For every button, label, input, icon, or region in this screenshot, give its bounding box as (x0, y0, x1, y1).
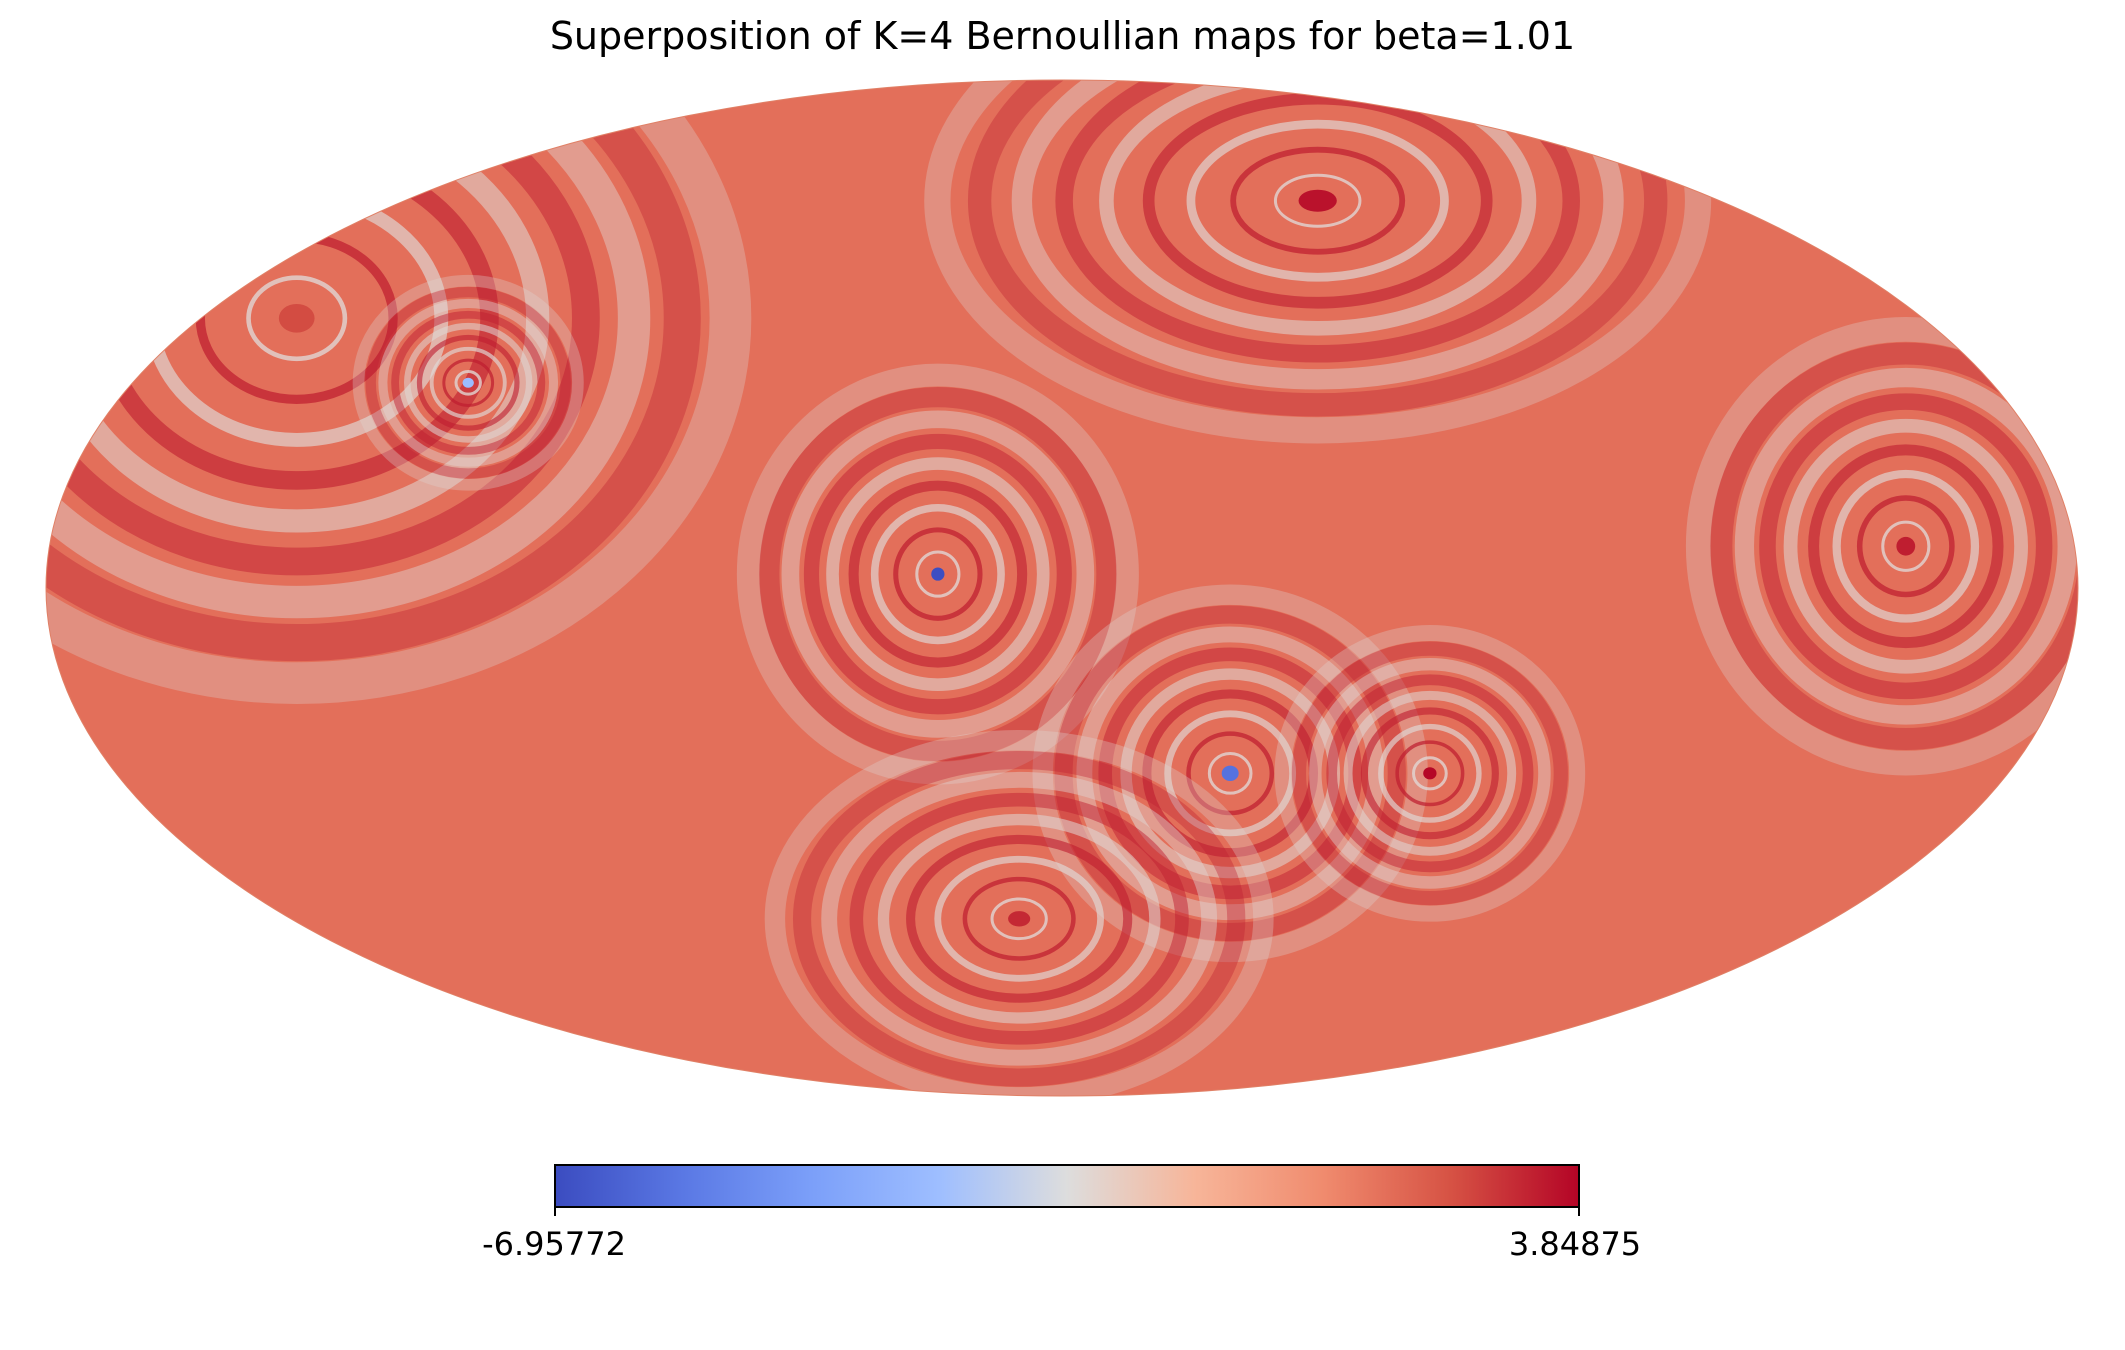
ring-1-2 (442, 358, 495, 407)
ring-1-1 (454, 369, 482, 396)
ring-7-1 (1881, 520, 1931, 572)
ring-6-7 (821, 771, 1218, 1066)
ring-0-7 (46, 80, 651, 619)
ring-4-9 (1032, 584, 1428, 963)
ring-2-7 (1011, 80, 1624, 390)
colorbar (554, 1164, 1580, 1208)
ring-0-6 (46, 80, 600, 576)
ring-1-4 (416, 334, 520, 431)
ring-5-7 (1309, 657, 1551, 889)
ring-4-1 (1207, 751, 1253, 795)
ring-7-6 (1759, 393, 2053, 700)
ring-1-3 (429, 346, 507, 419)
ring-4-5 (1120, 668, 1340, 879)
ring-3-7 (781, 410, 1095, 738)
ring-7-4 (1808, 444, 2004, 649)
ring-7-7 (1734, 367, 2077, 725)
ring-3-6 (803, 433, 1072, 715)
map-outline (45, 79, 2079, 1097)
ring-center-0 (278, 303, 315, 333)
ring-2-2 (1230, 146, 1406, 255)
ring-5-6 (1326, 674, 1534, 873)
ring-1-5 (404, 322, 533, 443)
ring-1-9 (352, 274, 584, 491)
ring-7-2 (1856, 495, 1955, 598)
ring-6-2 (962, 876, 1076, 961)
ring-center-2 (1298, 189, 1337, 212)
ring-4-7 (1076, 626, 1384, 921)
ring-7-8 (1710, 342, 2078, 751)
ring-system-7 (1685, 316, 2078, 776)
ring-system-3 (736, 363, 1139, 785)
ring-3-8 (759, 387, 1117, 762)
ring-0-9 (46, 80, 752, 704)
ring-3-5 (826, 457, 1050, 691)
ring-center-7 (1896, 536, 1916, 556)
ring-2-6 (1055, 80, 1580, 363)
ring-0-1 (246, 275, 348, 362)
ring-1-6 (391, 310, 546, 455)
ring-3-1 (915, 550, 961, 598)
ring-2-5 (1099, 80, 1537, 336)
ring-6-9 (764, 729, 1274, 1096)
ring-5-9 (1274, 624, 1586, 922)
ring-4-3 (1164, 710, 1297, 837)
ring-6-1 (990, 897, 1048, 941)
ring-5-3 (1378, 723, 1482, 823)
ring-6-5 (877, 813, 1161, 1024)
ring-1-7 (378, 298, 559, 467)
ring-5-5 (1343, 690, 1517, 856)
ring-2-8 (967, 80, 1668, 417)
ring-7-5 (1783, 418, 2028, 674)
ring-7-9 (1685, 316, 2078, 776)
ring-3-9 (736, 363, 1139, 785)
ring-system-1 (352, 274, 584, 491)
ring-4-4 (1142, 689, 1319, 858)
colorbar-min-label: -6.95772 (482, 1225, 626, 1263)
ring-center-3 (931, 567, 945, 581)
ring-center-6 (1008, 911, 1031, 927)
ring-2-9 (924, 80, 1712, 444)
ring-center-5 (1423, 767, 1437, 780)
ring-3-2 (893, 527, 983, 621)
ring-2-3 (1186, 119, 1449, 282)
ring-system-5 (1274, 624, 1586, 922)
ring-center-4 (1221, 765, 1239, 782)
ring-5-4 (1360, 707, 1499, 840)
ring-2-4 (1142, 92, 1493, 309)
ring-1-8 (365, 286, 571, 479)
ring-6-3 (934, 855, 1104, 982)
ring-6-8 (792, 750, 1246, 1087)
ring-4-2 (1186, 731, 1275, 816)
ring-0-8 (46, 80, 701, 662)
ring-center-1 (462, 377, 474, 388)
ring-6-4 (906, 834, 1133, 1003)
ring-7-3 (1832, 469, 1980, 623)
colorbar-max-label: 3.84875 (1508, 1225, 1642, 1263)
ring-2-1 (1273, 173, 1362, 228)
sky-map (46, 80, 2078, 1096)
ring-4-6 (1098, 647, 1362, 900)
ring-3-3 (870, 503, 1005, 645)
chart-title: Superposition of K=4 Bernoullian maps fo… (549, 14, 1576, 58)
map-background (46, 80, 2078, 1096)
ring-3-4 (848, 480, 1028, 668)
ring-5-1 (1412, 756, 1448, 791)
ring-6-6 (849, 792, 1189, 1045)
ring-system-6 (764, 729, 1274, 1096)
ring-5-8 (1291, 641, 1568, 906)
ring-system-2 (924, 80, 1712, 444)
ring-5-2 (1395, 740, 1465, 807)
